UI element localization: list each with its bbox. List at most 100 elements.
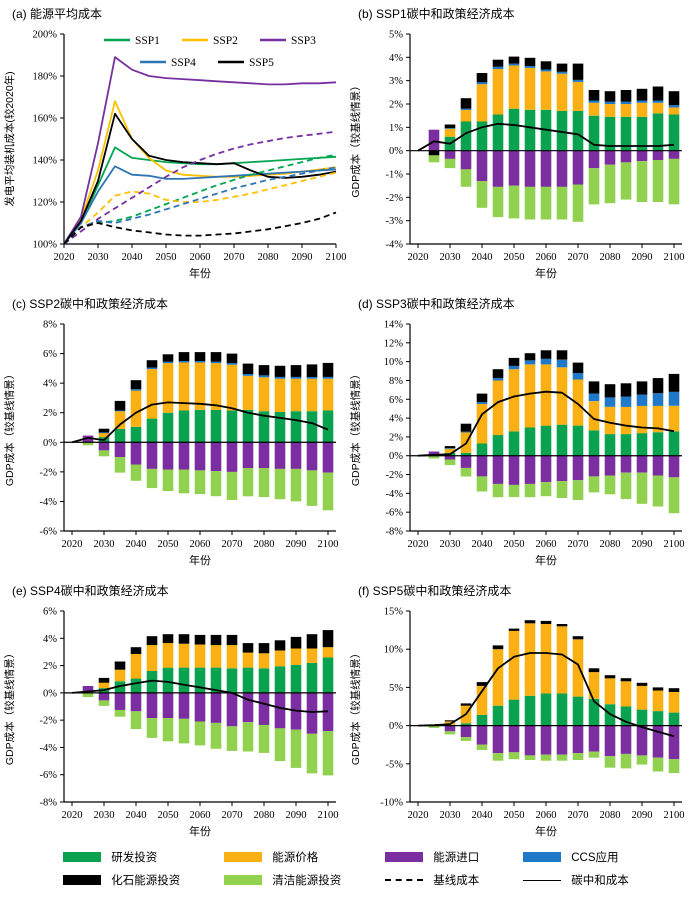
bar-segment-clean-investment bbox=[322, 472, 334, 511]
x-tick-label: 2050 bbox=[504, 252, 525, 263]
bar-segment-energy-price bbox=[194, 644, 206, 668]
chart-a: 100% 120% 140% 160% 180% 200% 2020 2030 2040 2050… bbox=[3, 30, 346, 281]
bar-segment-energy-import bbox=[572, 150, 584, 185]
bar-segment-clean-investment bbox=[428, 455, 440, 459]
x-tick-label: 2080 bbox=[600, 252, 621, 263]
legend-item-fossil-investment: 化石能源投资 bbox=[63, 873, 180, 887]
bar-segment-energy-price bbox=[130, 390, 142, 427]
x-tick-label: 2060 bbox=[190, 539, 211, 550]
bar-segment-energy-price bbox=[540, 364, 552, 426]
bar-segment-clean-investment bbox=[540, 754, 552, 761]
bar-segment-rd-investment bbox=[572, 425, 584, 456]
bar-segment-energy-price bbox=[130, 654, 142, 679]
bar-segment-energy-price bbox=[668, 405, 680, 432]
bar-segment-ccs bbox=[556, 359, 568, 368]
bar-segment-energy-price bbox=[604, 678, 616, 705]
bar-segment-energy-price bbox=[460, 109, 472, 122]
bar-segment-rd-investment bbox=[620, 116, 632, 151]
bar-segment-clean-investment bbox=[476, 476, 488, 492]
bar-segment-energy-import bbox=[668, 150, 680, 159]
bar-segment-clean-investment bbox=[460, 169, 472, 187]
y-tick-label: -5% bbox=[386, 759, 404, 770]
x-tick-label: 2030 bbox=[440, 539, 461, 550]
x-tick-label: 2100 bbox=[318, 810, 339, 821]
bar-segment-energy-price bbox=[636, 405, 648, 434]
bar-segment-energy-import bbox=[130, 692, 142, 712]
bar-segment-energy-price bbox=[572, 379, 584, 426]
x-tick-label: 2050 bbox=[156, 252, 177, 263]
bar-segment-energy-price bbox=[588, 102, 600, 116]
bar-segment-rd-investment bbox=[460, 121, 472, 151]
x-tick-label: 2080 bbox=[600, 539, 621, 550]
bar-segment-rd-investment bbox=[540, 425, 552, 456]
series-line-ssp4 bbox=[63, 165, 337, 245]
bar-segment-fossil-investment bbox=[668, 688, 680, 692]
bar-segment-clean-investment bbox=[652, 475, 664, 507]
bar-segment-energy-price bbox=[508, 369, 520, 432]
bar-segment-clean-investment bbox=[306, 733, 318, 774]
bar-segment-ccs bbox=[668, 391, 680, 406]
bar-segment-clean-investment bbox=[604, 475, 616, 495]
bar-segment-clean-investment bbox=[604, 164, 616, 204]
y-tick-label: -4% bbox=[40, 743, 58, 754]
bar-segment-energy-price bbox=[242, 652, 254, 668]
bar-segment-energy-price bbox=[604, 104, 616, 117]
bar-segment-clean-investment bbox=[114, 709, 126, 717]
bar-segment-fossil-investment bbox=[130, 647, 142, 654]
bar-segment-rd-investment bbox=[178, 410, 190, 443]
bar-segment-energy-import bbox=[604, 150, 616, 165]
x-tick-label: 2080 bbox=[600, 810, 621, 821]
legend-label-ssp5: SSP5 bbox=[249, 57, 274, 69]
x-tick-label: 2020 bbox=[408, 539, 429, 550]
clean-investment-swatch-icon bbox=[224, 875, 263, 885]
bar-segment-fossil-investment bbox=[444, 124, 456, 128]
series-line-ssp2-baseline bbox=[63, 171, 337, 245]
y-tick-label: -4% bbox=[40, 497, 58, 508]
x-axis-title: 年份 bbox=[535, 824, 557, 838]
bar-segment-fossil-investment bbox=[258, 365, 270, 376]
bar-segment-clean-investment bbox=[556, 186, 568, 220]
y-axis-title: GDP成本（较基线情景） bbox=[349, 80, 362, 197]
y-tick-label: 5% bbox=[389, 30, 403, 41]
panel-b-chart: -4% -3% -2% -1% 0% 1% 2% 3% 4% 5% 2020 2030 2040 2050… bbox=[346, 26, 692, 290]
bar-segment-fossil-investment bbox=[98, 428, 110, 433]
y-tick-label: -3% bbox=[386, 216, 404, 227]
x-tick-label: 2020 bbox=[62, 539, 83, 550]
chart-b: -4% -3% -2% -1% 0% 1% 2% 3% 4% 5% 2020 2030 2040 2050… bbox=[349, 30, 685, 281]
y-tick-label: 15% bbox=[384, 607, 404, 618]
bar-segment-clean-investment bbox=[588, 168, 600, 205]
bar-segment-rd-investment bbox=[274, 666, 286, 693]
bar-segment-rd-investment bbox=[194, 409, 206, 443]
y-tick-label: 4% bbox=[43, 379, 57, 390]
bar-segment-clean-investment bbox=[492, 484, 504, 498]
x-tick-label: 2070 bbox=[222, 810, 243, 821]
bar-segment-clean-investment bbox=[274, 728, 286, 761]
bar-segment-fossil-investment bbox=[274, 640, 286, 651]
bar-segment-rd-investment bbox=[476, 714, 488, 726]
bar-segment-rd-investment bbox=[226, 668, 238, 693]
bar-segment-clean-investment bbox=[572, 753, 584, 760]
bar-segment-energy-import bbox=[242, 692, 254, 723]
bar-segment-fossil-investment bbox=[492, 369, 504, 379]
x-tick-label: 2040 bbox=[126, 810, 147, 821]
bar-segment-ccs bbox=[524, 360, 536, 365]
x-tick-label: 2060 bbox=[536, 252, 557, 263]
bar-segment-fossil-investment bbox=[636, 682, 648, 686]
bar-segment-energy-import bbox=[492, 455, 504, 484]
bar-segment-energy-import bbox=[258, 442, 270, 469]
bar-segment-energy-import bbox=[540, 455, 552, 482]
bar-segment-fossil-investment bbox=[652, 378, 664, 394]
legend-item-ccs: CCS应用 bbox=[523, 850, 629, 864]
bar-segment-energy-import bbox=[508, 455, 520, 485]
x-tick-label: 2030 bbox=[440, 252, 461, 263]
bar-segment-energy-price bbox=[572, 639, 584, 697]
carbon-neutral-cost-line bbox=[71, 401, 329, 444]
bar-segment-energy-price bbox=[668, 107, 680, 115]
bar-segment-energy-import bbox=[306, 442, 318, 471]
bar-segment-energy-import bbox=[82, 686, 94, 693]
y-axis-title: GDP成本（较基线情景） bbox=[349, 648, 362, 765]
x-tick-label: 2020 bbox=[54, 252, 75, 263]
y-tick-label: -8% bbox=[386, 527, 404, 538]
bar-segment-clean-investment bbox=[444, 158, 456, 169]
